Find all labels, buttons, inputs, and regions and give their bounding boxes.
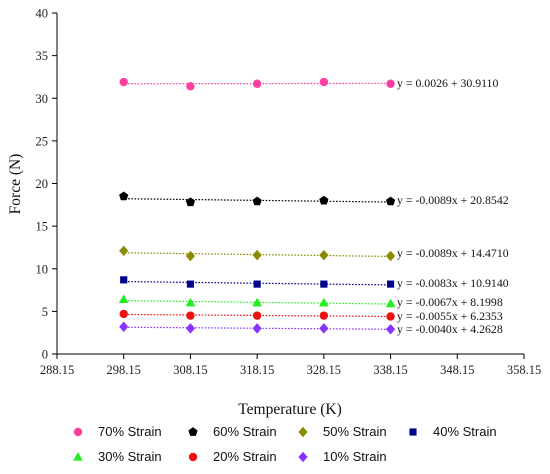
data-point (120, 276, 128, 284)
x-tick-label: 338.15 (373, 363, 407, 377)
data-point (319, 249, 329, 261)
x-tick-label: 318.15 (240, 363, 274, 377)
x-axis-title: Temperature (K) (238, 401, 341, 418)
data-point (319, 297, 329, 307)
data-point (319, 311, 329, 320)
data-point (252, 79, 262, 88)
legend-item: 10% Strain (298, 449, 387, 464)
y-tick-label: 0 (42, 348, 48, 362)
data-point (252, 323, 262, 334)
data-point (185, 323, 196, 334)
legend-marker (298, 426, 308, 438)
trend-equation: y = -0.0083x + 10.9140 (397, 276, 509, 290)
data-point (320, 280, 328, 288)
y-tick-label: 25 (36, 134, 49, 148)
data-point (387, 280, 395, 288)
legend-label: 50% Strain (323, 424, 387, 439)
y-tick-label: 35 (36, 49, 49, 63)
data-markers (118, 77, 396, 335)
data-point (185, 197, 196, 207)
data-point (185, 250, 196, 262)
data-point (385, 324, 396, 335)
data-point (186, 82, 195, 91)
legend-marker (188, 452, 198, 462)
legend-marker (188, 427, 198, 436)
legend-item: 50% Strain (298, 424, 387, 439)
data-point (252, 297, 262, 307)
plot-area: 0 5 10 15 20 25 30 35 40 288.15 298.15 308.15 318.1… (36, 7, 542, 378)
trend-equation: y = -0.0040x + 4.2628 (397, 322, 503, 336)
data-point (385, 250, 396, 262)
trend-equation: y = -0.0055x + 6.2353 (397, 309, 503, 323)
y-axis-title: Force (N) (7, 154, 24, 215)
legend-label: 30% Strain (98, 449, 162, 464)
x-tick-label: 348.15 (440, 363, 474, 377)
legend-marker (298, 451, 308, 463)
trendlines (121, 82, 393, 330)
trend-equation: y = -0.0067x + 8.1998 (397, 295, 503, 309)
legend-label: 10% Strain (323, 449, 387, 464)
data-point (386, 79, 395, 88)
legend-marker (409, 428, 417, 436)
legend-item: 30% Strain (73, 449, 162, 464)
y-tick-label: 10 (36, 262, 49, 276)
data-point (186, 280, 194, 288)
legend-marker (73, 451, 83, 461)
data-point (119, 191, 129, 201)
x-tick-label: 298.15 (107, 363, 141, 377)
y-tick-label: 40 (36, 7, 49, 21)
x-axis-ticks: 288.15 298.15 308.15 318.15 328.15 338.15 348.… (40, 354, 541, 377)
x-tick-label: 358.15 (507, 363, 541, 377)
data-point (119, 245, 129, 257)
data-point (119, 309, 128, 319)
data-point (118, 294, 129, 304)
trend-equations: y = 0.0026 + 30.9110 y = -0.0089x + 20.85… (397, 76, 509, 336)
data-point (119, 77, 128, 87)
legend-label: 40% Strain (433, 424, 497, 439)
legend-item: 60% Strain (188, 424, 277, 439)
x-tick-label: 308.15 (173, 363, 207, 377)
y-tick-label: 5 (42, 305, 48, 319)
y-tick-label: 20 (36, 177, 49, 191)
legend-item: 40% Strain (409, 424, 497, 439)
data-point (319, 195, 329, 205)
legend-item: 20% Strain (188, 449, 277, 464)
data-point (386, 312, 395, 321)
y-tick-label: 30 (36, 92, 49, 106)
legend-marker (73, 427, 83, 437)
data-point (185, 297, 196, 307)
data-point (119, 321, 129, 332)
y-tick-label: 15 (36, 220, 49, 234)
data-point (253, 280, 261, 288)
data-point (186, 311, 195, 320)
data-point (252, 249, 262, 261)
legend-item: 70% Strain (73, 424, 162, 439)
trend-equation: y = 0.0026 + 30.9110 (397, 76, 498, 90)
y-axis-ticks: 0 5 10 15 20 25 30 35 40 (36, 7, 57, 362)
data-point (385, 196, 396, 206)
legend-label: 20% Strain (213, 449, 277, 464)
trend-equation: y = -0.0089x + 20.8542 (397, 193, 509, 207)
data-point (319, 77, 329, 87)
x-tick-label: 328.15 (307, 363, 341, 377)
data-point (252, 311, 262, 320)
data-point (319, 323, 329, 334)
legend: 70% Strain 60% Strain 50% Strain 40% Strain… (73, 424, 497, 464)
data-point (385, 298, 396, 308)
data-point (252, 196, 262, 206)
trend-equation: y = -0.0089x + 14.4710 (397, 246, 509, 260)
legend-label: 70% Strain (98, 424, 162, 439)
x-tick-label: 288.15 (40, 363, 74, 377)
legend-label: 60% Strain (213, 424, 277, 439)
